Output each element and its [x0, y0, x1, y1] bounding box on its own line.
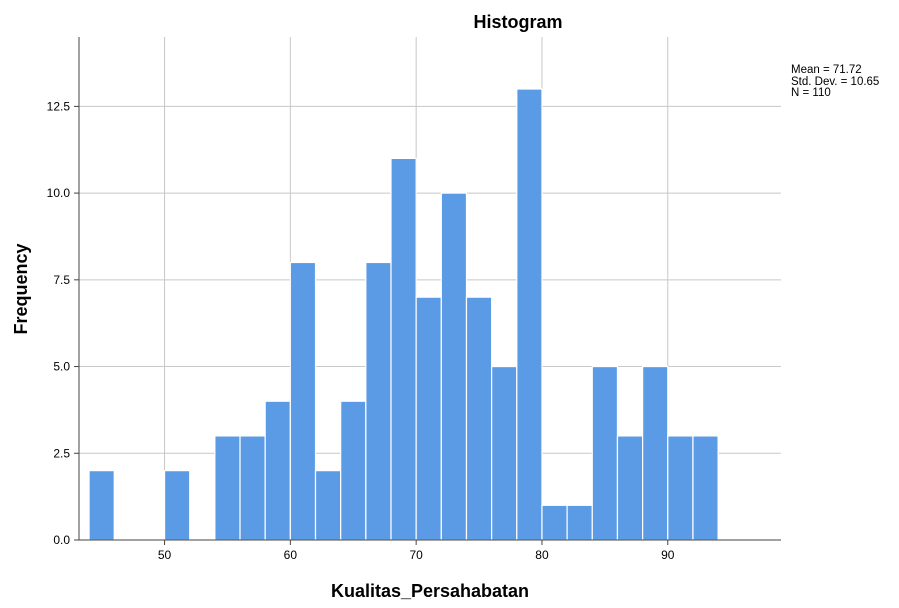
- stats-box: Mean = 71.72 Std. Dev. = 10.65 N = 110: [791, 64, 880, 100]
- x-axis-label: Kualitas_Persahabatan: [331, 581, 529, 601]
- histogram-bar: [491, 365, 518, 541]
- histogram-bar: [541, 504, 568, 541]
- histogram-bar: [516, 88, 543, 541]
- axes: [78, 37, 781, 541]
- histogram-bar: [566, 504, 593, 541]
- histogram-bar: [642, 365, 669, 541]
- histogram-bar: [88, 470, 115, 541]
- y-tick-label: 10.0: [47, 186, 71, 200]
- histogram-bar: [365, 261, 392, 541]
- histogram-bar: [214, 435, 241, 541]
- histogram-bar: [314, 470, 342, 541]
- y-tick-label: 5.0: [53, 360, 70, 374]
- y-axis-label: Frequency: [11, 243, 31, 334]
- chart-title: Histogram: [473, 12, 562, 32]
- x-tick-label: 70: [409, 548, 423, 562]
- x-tick-label: 50: [158, 548, 172, 562]
- y-tick-labels: 0.0 2.5 5.0 7.5 10.0 12.5: [47, 99, 79, 547]
- histogram-bar: [340, 400, 367, 541]
- histogram-bar: [591, 365, 619, 541]
- histogram-bar: [264, 400, 291, 541]
- x-tick-label: 80: [535, 548, 549, 562]
- histogram-bar: [692, 435, 719, 541]
- histogram-bar: [390, 157, 417, 541]
- stats-std-dev: Std. Dev. = 10.65: [791, 75, 880, 88]
- stats-n: N = 110: [791, 87, 831, 99]
- histogram-bar: [667, 435, 694, 541]
- histogram-bar: [465, 296, 493, 541]
- y-tick-label: 2.5: [53, 446, 70, 460]
- histogram-bar: [415, 296, 442, 541]
- histogram-bar: [616, 435, 644, 541]
- histogram-bar: [289, 261, 317, 541]
- histogram-bar: [163, 470, 191, 541]
- x-tick-label: 90: [661, 548, 675, 562]
- histogram-bar: [239, 435, 266, 541]
- y-tick-label: 0.0: [53, 533, 70, 547]
- stats-mean: Mean = 71.72: [791, 64, 862, 76]
- bars: [88, 88, 719, 541]
- x-tick-label: 60: [284, 548, 298, 562]
- histogram-bar: [440, 192, 468, 541]
- y-tick-label: 7.5: [53, 273, 70, 287]
- x-tick-labels: 50 60 70 80 90: [158, 540, 675, 562]
- y-tick-label: 12.5: [47, 99, 71, 113]
